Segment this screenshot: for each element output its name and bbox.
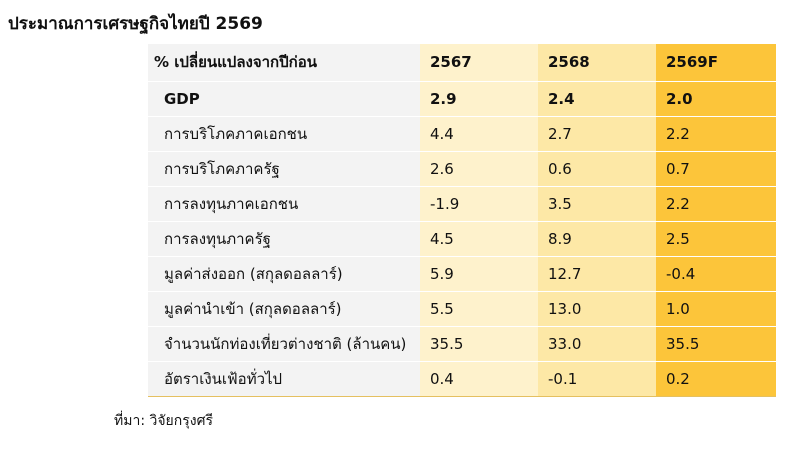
- cell-2568: 3.5: [538, 186, 656, 222]
- cell-2569f: -0.4: [656, 256, 776, 292]
- cell-2569f: 0.2: [656, 361, 776, 397]
- header-2568: 2568: [538, 44, 656, 82]
- cell-2568: 0.6: [538, 151, 656, 187]
- cell-2568: 12.7: [538, 256, 656, 292]
- row-label: มูลค่าส่งออก (สกุลดอลลาร์): [148, 256, 420, 292]
- table-row: จำนวนนักท่องเที่ยวต่างชาติ (ล้านคน) 35.5…: [148, 326, 776, 362]
- forecast-table: % เปลี่ยนแปลงจากปีก่อน 2567 2568 2569F G…: [148, 44, 776, 397]
- cell-2567: 35.5: [420, 326, 538, 362]
- cell-2569f: 1.0: [656, 291, 776, 327]
- cell-2567: 2.6: [420, 151, 538, 187]
- cell-2569f: 0.7: [656, 151, 776, 187]
- row-label: การบริโภคภาครัฐ: [148, 151, 420, 187]
- table-row: มูลค่านำเข้า (สกุลดอลลาร์) 5.5 13.0 1.0: [148, 291, 776, 327]
- cell-2568: 33.0: [538, 326, 656, 362]
- header-change-label: % เปลี่ยนแปลงจากปีก่อน: [148, 44, 420, 82]
- page-title: ประมาณการเศรษฐกิจไทยปี 2569: [8, 14, 263, 34]
- cell-2567: 5.5: [420, 291, 538, 327]
- cell-2567: 4.4: [420, 116, 538, 152]
- cell-2567: -1.9: [420, 186, 538, 222]
- source-note: ที่มา: วิจัยกรุงศรี: [114, 413, 213, 429]
- row-label: การลงทุนภาคเอกชน: [148, 186, 420, 222]
- table-row: มูลค่าส่งออก (สกุลดอลลาร์) 5.9 12.7 -0.4: [148, 256, 776, 292]
- table-row: อัตราเงินเฟ้อทั่วไป 0.4 -0.1 0.2: [148, 361, 776, 397]
- table-header-row: % เปลี่ยนแปลงจากปีก่อน 2567 2568 2569F: [148, 44, 776, 82]
- cell-2569f: 2.5: [656, 221, 776, 257]
- cell-2569f: 35.5: [656, 326, 776, 362]
- row-label: การลงทุนภาครัฐ: [148, 221, 420, 257]
- row-label: GDP: [148, 81, 420, 117]
- cell-2569f: 2.2: [656, 186, 776, 222]
- cell-2568: 2.7: [538, 116, 656, 152]
- row-label: มูลค่านำเข้า (สกุลดอลลาร์): [148, 291, 420, 327]
- cell-2569f: 2.0: [656, 81, 776, 117]
- cell-2567: 2.9: [420, 81, 538, 117]
- cell-2567: 5.9: [420, 256, 538, 292]
- row-label: จำนวนนักท่องเที่ยวต่างชาติ (ล้านคน): [148, 326, 420, 362]
- cell-2567: 4.5: [420, 221, 538, 257]
- table-row: การลงทุนภาคเอกชน -1.9 3.5 2.2: [148, 186, 776, 222]
- row-label: การบริโภคภาคเอกชน: [148, 116, 420, 152]
- table-row: การบริโภคภาคเอกชน 4.4 2.7 2.2: [148, 116, 776, 152]
- cell-2568: 2.4: [538, 81, 656, 117]
- row-label: อัตราเงินเฟ้อทั่วไป: [148, 361, 420, 397]
- cell-2568: 13.0: [538, 291, 656, 327]
- header-2567: 2567: [420, 44, 538, 82]
- cell-2569f: 2.2: [656, 116, 776, 152]
- table-row: การลงทุนภาครัฐ 4.5 8.9 2.5: [148, 221, 776, 257]
- cell-2568: -0.1: [538, 361, 656, 397]
- header-2569f: 2569F: [656, 44, 776, 82]
- table-row: GDP 2.9 2.4 2.0: [148, 81, 776, 117]
- cell-2568: 8.9: [538, 221, 656, 257]
- table-row: การบริโภคภาครัฐ 2.6 0.6 0.7: [148, 151, 776, 187]
- cell-2567: 0.4: [420, 361, 538, 397]
